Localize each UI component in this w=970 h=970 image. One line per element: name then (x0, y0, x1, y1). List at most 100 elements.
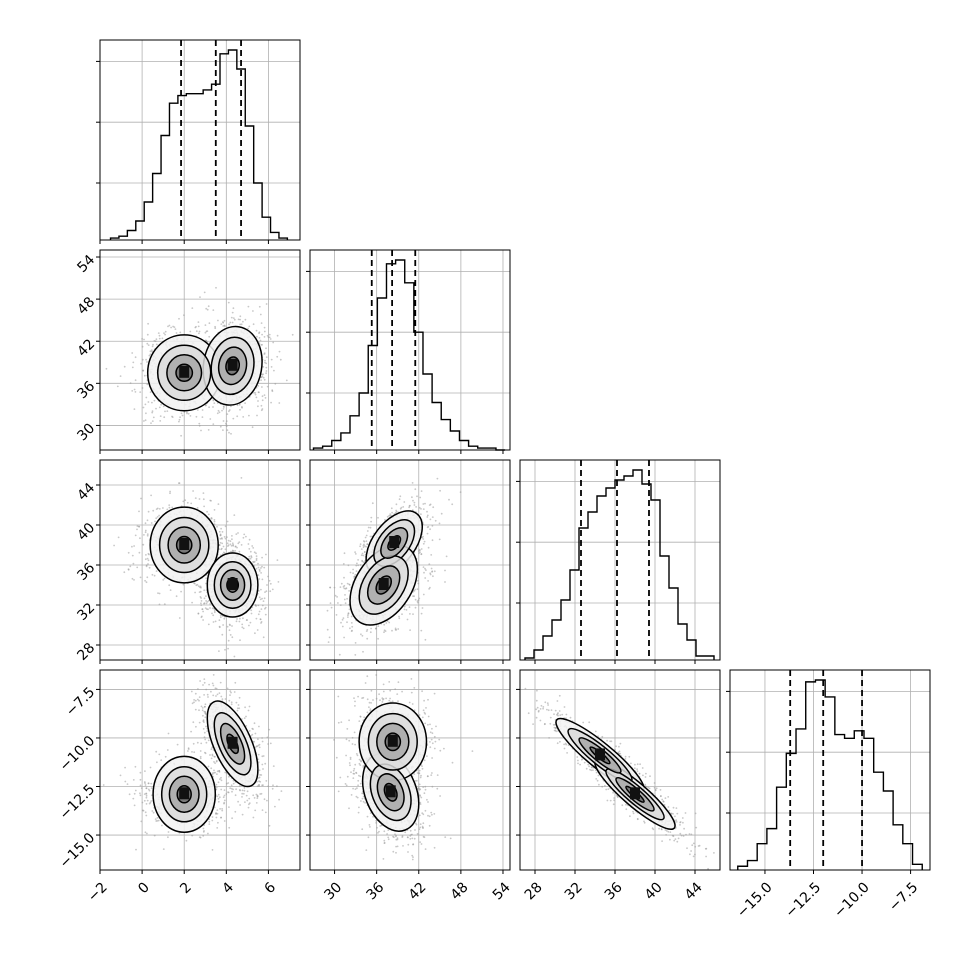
sample-point (262, 768, 264, 770)
sample-point (237, 532, 239, 534)
sample-point (194, 708, 197, 711)
sample-point (159, 420, 162, 422)
sample-point (203, 678, 206, 680)
sample-point (414, 606, 417, 609)
sample-point (105, 367, 108, 370)
sample-point (242, 416, 245, 418)
sample-point (133, 792, 136, 795)
sample-point (155, 338, 158, 341)
sample-point (214, 755, 216, 758)
sample-point (164, 755, 167, 758)
sample-point (279, 358, 282, 361)
sample-point (416, 600, 419, 603)
sample-point (131, 390, 134, 392)
sample-point (228, 410, 230, 413)
sample-point (423, 571, 425, 574)
sample-point (158, 603, 161, 606)
sample-point (222, 796, 225, 799)
sample-point (222, 321, 224, 323)
sample-point (278, 402, 281, 404)
sample-point (229, 321, 232, 324)
sample-point (266, 736, 269, 739)
sample-point (210, 517, 213, 519)
sample-point (194, 497, 197, 499)
sample-point (142, 406, 145, 409)
sample-point (243, 533, 246, 536)
sample-point (145, 412, 147, 415)
sample-point (274, 805, 276, 808)
sample-point (146, 557, 149, 560)
sample-point (416, 495, 418, 498)
sample-point (143, 799, 146, 802)
sample-point (216, 693, 219, 696)
histogram-panel-0 (96, 39, 301, 244)
sample-point (203, 505, 206, 508)
sample-point (139, 537, 141, 540)
sample-point (245, 794, 248, 797)
sample-point (226, 520, 229, 523)
sample-point (255, 329, 258, 332)
sample-point (257, 574, 260, 576)
sample-point (212, 406, 214, 408)
sample-point (200, 600, 203, 602)
sample-point (236, 404, 239, 407)
sample-point (260, 608, 263, 610)
sample-point (248, 414, 250, 417)
sample-point (131, 545, 133, 548)
sample-point (227, 791, 229, 794)
sample-point (213, 761, 215, 763)
sample-point (247, 327, 250, 330)
sample-point (204, 716, 207, 719)
sample-point (223, 801, 226, 804)
sample-point (206, 330, 209, 332)
sample-point (208, 464, 210, 466)
sample-point (204, 324, 207, 326)
sample-point (252, 560, 255, 563)
sample-point (156, 817, 159, 819)
sample-point (151, 573, 154, 576)
sample-point (216, 827, 219, 829)
sample-point (257, 761, 260, 763)
sample-point (258, 746, 261, 749)
sample-point (256, 745, 259, 748)
sample-point (123, 365, 126, 368)
sample-point (230, 550, 232, 553)
histogram-panel-1 (306, 249, 511, 454)
sample-point (228, 629, 231, 632)
sample-point (276, 785, 278, 788)
sample-point (207, 429, 210, 431)
sample-point (133, 579, 135, 581)
sample-point (254, 632, 256, 635)
sample-point (216, 812, 219, 815)
sample-point (219, 808, 222, 810)
sample-point (248, 325, 251, 328)
sample-point (155, 407, 157, 410)
sample-point (264, 613, 267, 616)
sample-point (266, 385, 269, 388)
sample-point (424, 502, 426, 505)
sample-point (252, 728, 254, 730)
sample-point (210, 748, 213, 751)
sample-point (146, 342, 149, 345)
sample-point (257, 405, 259, 408)
sample-point (203, 736, 206, 739)
sample-point (232, 417, 235, 420)
sample-point (262, 366, 265, 368)
sample-point (193, 701, 195, 704)
sample-point (258, 780, 260, 783)
sample-point (245, 535, 247, 538)
sample-point (217, 797, 220, 800)
sample-point (129, 565, 132, 568)
sample-point (222, 624, 225, 626)
sample-point (145, 803, 148, 805)
sample-point (144, 522, 147, 525)
sample-point (255, 567, 258, 570)
sample-point (248, 538, 251, 541)
sample-point (230, 703, 233, 706)
sample-point (272, 341, 275, 344)
sample-point (155, 750, 158, 753)
sample-point (253, 722, 256, 725)
sample-point (134, 534, 137, 537)
sample-point (133, 388, 136, 391)
sample-point (182, 583, 185, 586)
